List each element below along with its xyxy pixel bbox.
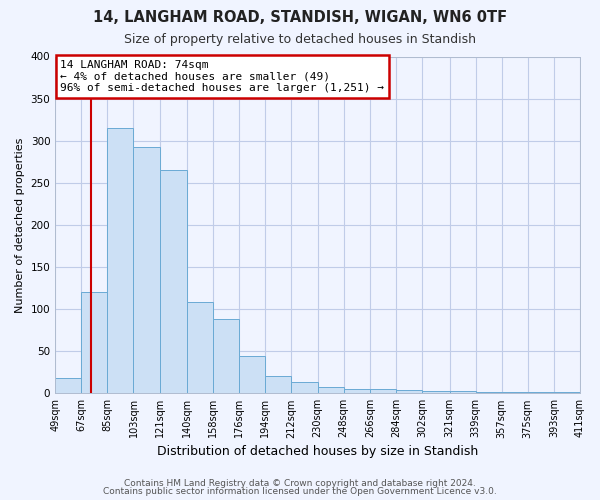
Bar [396, 390, 422, 394]
Text: Contains HM Land Registry data © Crown copyright and database right 2024.: Contains HM Land Registry data © Crown c… [124, 478, 476, 488]
Text: Contains public sector information licensed under the Open Government Licence v3: Contains public sector information licen… [103, 487, 497, 496]
Text: 14, LANGHAM ROAD, STANDISH, WIGAN, WN6 0TF: 14, LANGHAM ROAD, STANDISH, WIGAN, WN6 0… [93, 10, 507, 25]
Bar [449, 391, 476, 394]
Bar [528, 392, 554, 394]
Bar [160, 170, 187, 394]
Bar [265, 376, 292, 394]
Bar [502, 392, 528, 394]
Bar [187, 302, 213, 394]
Text: Size of property relative to detached houses in Standish: Size of property relative to detached ho… [124, 32, 476, 46]
Bar [317, 388, 344, 394]
Bar [81, 292, 107, 394]
Bar [292, 382, 317, 394]
Bar [213, 319, 239, 394]
Bar [370, 389, 396, 394]
Bar [344, 389, 370, 394]
Text: 14 LANGHAM ROAD: 74sqm
← 4% of detached houses are smaller (49)
96% of semi-deta: 14 LANGHAM ROAD: 74sqm ← 4% of detached … [61, 60, 385, 93]
Bar [580, 391, 600, 394]
X-axis label: Distribution of detached houses by size in Standish: Distribution of detached houses by size … [157, 444, 478, 458]
Bar [554, 392, 580, 394]
Bar [422, 391, 449, 394]
Bar [133, 146, 160, 394]
Bar [239, 356, 265, 394]
Y-axis label: Number of detached properties: Number of detached properties [15, 137, 25, 312]
Bar [107, 128, 133, 394]
Bar [55, 378, 81, 394]
Bar [476, 392, 502, 394]
